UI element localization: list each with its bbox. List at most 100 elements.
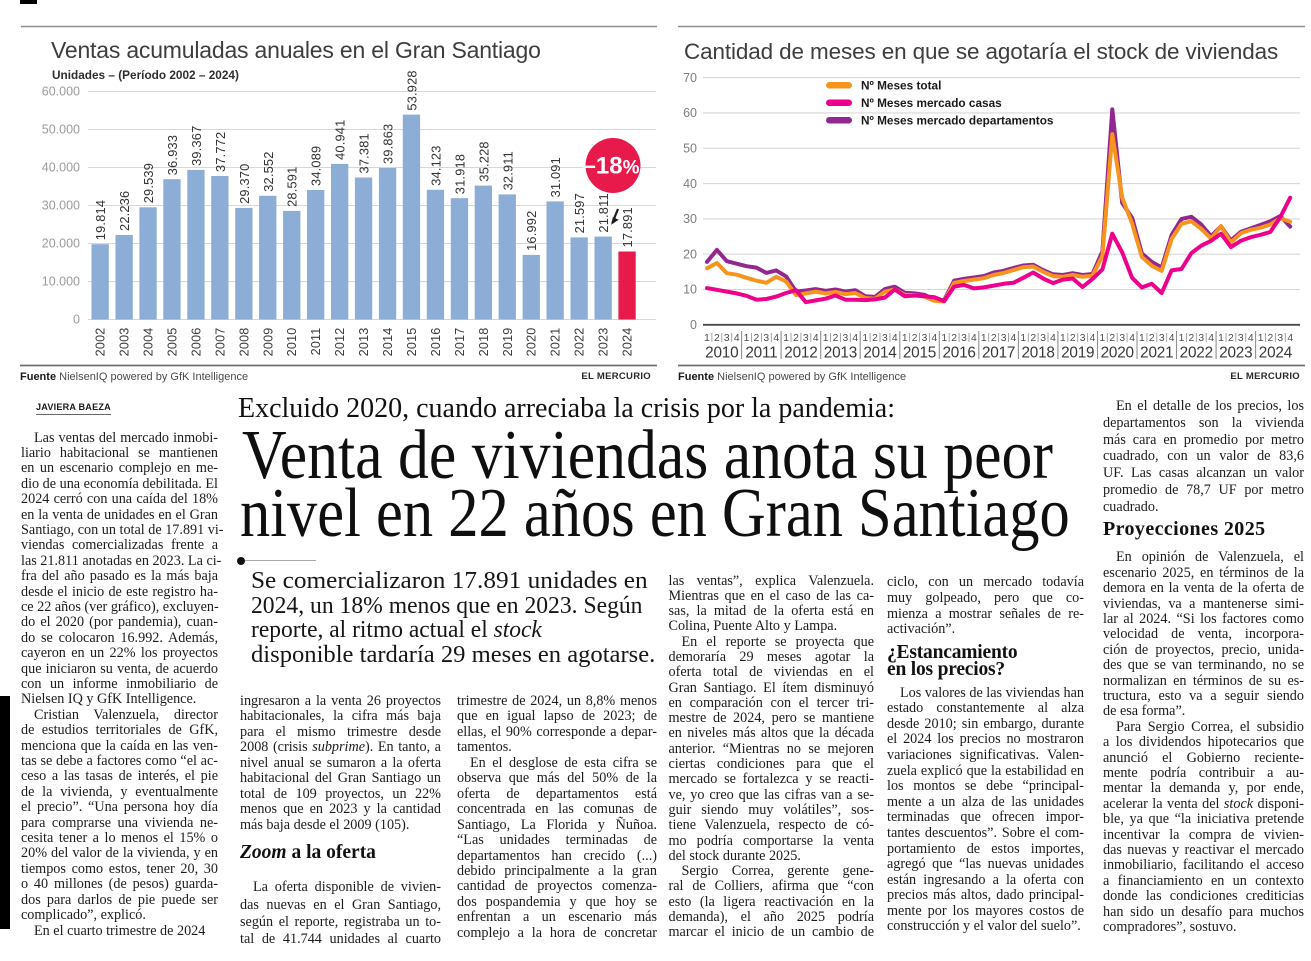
svg-text:2: 2 xyxy=(912,333,918,344)
svg-text:35.228: 35.228 xyxy=(476,141,491,181)
svg-text:2011: 2011 xyxy=(745,345,777,362)
svg-text:4: 4 xyxy=(1090,333,1096,344)
svg-text:2010: 2010 xyxy=(705,345,738,362)
svg-text:2017: 2017 xyxy=(982,345,1015,362)
svg-text:0: 0 xyxy=(690,318,697,332)
svg-text:4: 4 xyxy=(1169,333,1175,344)
svg-text:1: 1 xyxy=(902,333,908,344)
svg-text:4: 4 xyxy=(773,333,779,344)
svg-text:Fuente NielsenIQ powered by Gf: Fuente NielsenIQ powered by GfK Intellig… xyxy=(678,371,906,383)
svg-text:2003: 2003 xyxy=(118,328,132,357)
svg-text:39.367: 39.367 xyxy=(189,126,204,166)
svg-text:3: 3 xyxy=(1159,333,1165,344)
svg-text:4: 4 xyxy=(892,333,898,344)
svg-text:28.591: 28.591 xyxy=(285,167,300,207)
svg-text:4: 4 xyxy=(971,333,977,344)
svg-text:3: 3 xyxy=(882,333,888,344)
svg-text:16.992: 16.992 xyxy=(524,211,539,251)
svg-text:39.863: 39.863 xyxy=(381,124,396,164)
svg-text:2: 2 xyxy=(1149,333,1155,344)
svg-text:53.928: 53.928 xyxy=(405,70,420,110)
svg-text:2: 2 xyxy=(951,333,957,344)
svg-text:4: 4 xyxy=(813,333,819,344)
svg-text:40.941: 40.941 xyxy=(333,120,348,160)
svg-text:2: 2 xyxy=(714,333,720,344)
svg-text:1: 1 xyxy=(823,333,829,344)
svg-text:2007: 2007 xyxy=(213,328,227,357)
svg-text:3: 3 xyxy=(843,333,849,344)
svg-text:19.814: 19.814 xyxy=(93,200,108,240)
svg-text:4: 4 xyxy=(1129,333,1135,344)
svg-text:2022: 2022 xyxy=(573,328,587,357)
svg-text:30.000: 30.000 xyxy=(42,199,80,213)
svg-text:2023: 2023 xyxy=(597,328,611,357)
svg-text:2002: 2002 xyxy=(94,328,108,357)
svg-text:Nº Meses total: Nº Meses total xyxy=(861,79,941,93)
svg-text:3: 3 xyxy=(1198,333,1204,344)
svg-text:2: 2 xyxy=(872,333,878,344)
svg-text:2018: 2018 xyxy=(1021,345,1054,362)
svg-text:29.539: 29.539 xyxy=(141,163,156,203)
svg-text:21.597: 21.597 xyxy=(572,193,587,233)
svg-text:2: 2 xyxy=(833,333,839,344)
svg-text:4: 4 xyxy=(1248,333,1254,344)
svg-text:1: 1 xyxy=(1020,333,1026,344)
svg-text:60: 60 xyxy=(683,106,697,120)
svg-text:1: 1 xyxy=(981,333,987,344)
svg-text:1: 1 xyxy=(1258,333,1264,344)
svg-text:34.089: 34.089 xyxy=(309,146,324,186)
svg-text:2013: 2013 xyxy=(357,328,371,357)
svg-text:29.370: 29.370 xyxy=(237,164,252,204)
svg-text:2: 2 xyxy=(1070,333,1076,344)
svg-text:0: 0 xyxy=(73,313,80,327)
svg-text:31.091: 31.091 xyxy=(548,157,563,197)
svg-text:2: 2 xyxy=(754,333,760,344)
svg-text:10: 10 xyxy=(683,283,697,297)
svg-text:2010: 2010 xyxy=(285,328,299,357)
svg-text:Cantidad de meses en que se ag: Cantidad de meses en que se agotaría el … xyxy=(684,39,1278,64)
svg-text:3: 3 xyxy=(1080,333,1086,344)
svg-text:–18%: –18% xyxy=(583,153,640,180)
svg-text:4: 4 xyxy=(1011,333,1017,344)
svg-text:3: 3 xyxy=(922,333,928,344)
svg-text:2016: 2016 xyxy=(429,328,443,357)
svg-text:2015: 2015 xyxy=(903,345,936,362)
svg-text:2005: 2005 xyxy=(166,328,180,357)
svg-text:4: 4 xyxy=(734,333,740,344)
svg-text:1: 1 xyxy=(1179,333,1185,344)
svg-text:3: 3 xyxy=(763,333,769,344)
svg-text:20: 20 xyxy=(683,247,697,261)
svg-text:2016: 2016 xyxy=(942,345,975,362)
svg-text:32.552: 32.552 xyxy=(261,151,276,191)
svg-text:EL MERCURIO: EL MERCURIO xyxy=(1230,371,1300,382)
svg-text:10.000: 10.000 xyxy=(42,275,80,289)
svg-text:2020: 2020 xyxy=(1101,345,1134,362)
svg-text:2020: 2020 xyxy=(525,328,539,357)
svg-text:3: 3 xyxy=(803,333,809,344)
svg-text:1: 1 xyxy=(1060,333,1066,344)
svg-text:2: 2 xyxy=(1109,333,1115,344)
svg-text:32.911: 32.911 xyxy=(500,151,515,190)
svg-text:2018: 2018 xyxy=(477,328,491,357)
svg-text:30: 30 xyxy=(683,212,697,226)
svg-text:3: 3 xyxy=(1001,333,1007,344)
svg-text:Ventas acumuladas anuales en e: Ventas acumuladas anuales en el Gran San… xyxy=(51,37,541,63)
svg-text:40.000: 40.000 xyxy=(42,161,80,175)
svg-text:2004: 2004 xyxy=(142,328,156,357)
svg-text:2: 2 xyxy=(1268,333,1274,344)
svg-text:2008: 2008 xyxy=(237,328,251,357)
svg-text:1: 1 xyxy=(704,333,710,344)
svg-text:70: 70 xyxy=(683,71,697,85)
svg-text:Unidades – (Período 2002 – 202: Unidades – (Período 2002 – 2024) xyxy=(52,68,239,82)
svg-text:3: 3 xyxy=(1238,333,1244,344)
svg-text:Fuente NielsenIQ powered by Gf: Fuente NielsenIQ powered by GfK Intellig… xyxy=(20,371,248,383)
svg-text:36.933: 36.933 xyxy=(165,135,180,175)
svg-text:3: 3 xyxy=(1119,333,1125,344)
svg-text:Nº Meses mercado casas: Nº Meses mercado casas xyxy=(861,96,1002,110)
svg-text:2014: 2014 xyxy=(381,328,395,357)
svg-text:21.811: 21.811 xyxy=(596,193,611,232)
svg-text:3: 3 xyxy=(1277,333,1283,344)
svg-text:60.000: 60.000 xyxy=(42,85,80,99)
svg-text:40: 40 xyxy=(683,177,697,191)
svg-text:4: 4 xyxy=(1208,333,1214,344)
